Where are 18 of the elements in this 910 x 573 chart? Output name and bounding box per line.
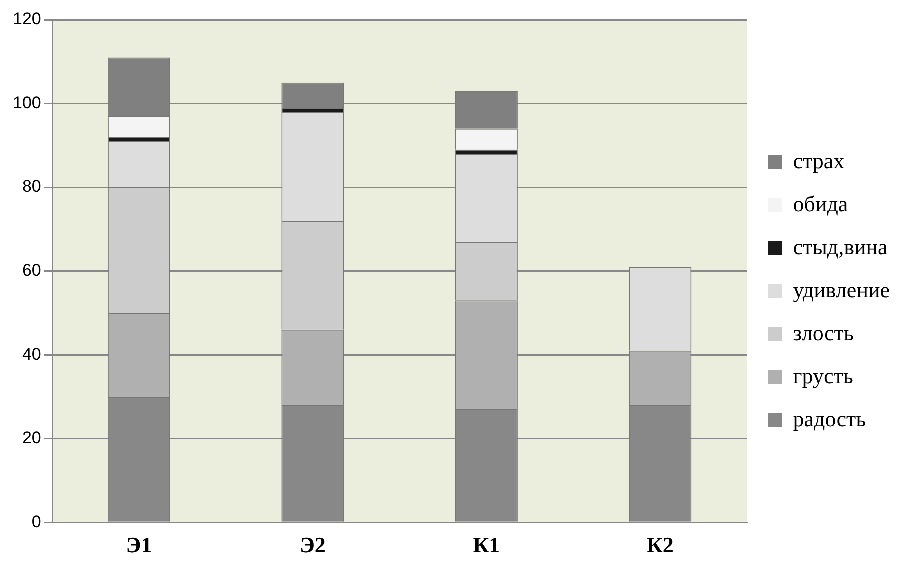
y-tick-label: 80 (22, 177, 42, 196)
x-tick-label: К1 (473, 532, 500, 558)
y-tick-label: 120 (12, 10, 42, 29)
y-tick-label: 60 (22, 260, 42, 280)
y-tick-label: 0 (32, 512, 42, 532)
legend-label: обида (793, 191, 848, 216)
legend-label: радость (793, 406, 866, 432)
legend-label: злость (793, 320, 854, 346)
x-tick-label: К2 (646, 532, 674, 558)
y-tick-label: 40 (22, 344, 42, 364)
legend-label: грусть (793, 363, 854, 388)
legend-label: стыд,вина (793, 234, 888, 260)
x-tick-label: Э2 (300, 532, 326, 558)
y-tick-label: 100 (12, 93, 42, 112)
legend-label: страх (793, 148, 845, 174)
legend-label: удивление (793, 277, 890, 302)
y-tick-label: 20 (22, 428, 42, 448)
x-tick-label: Э1 (126, 532, 152, 558)
